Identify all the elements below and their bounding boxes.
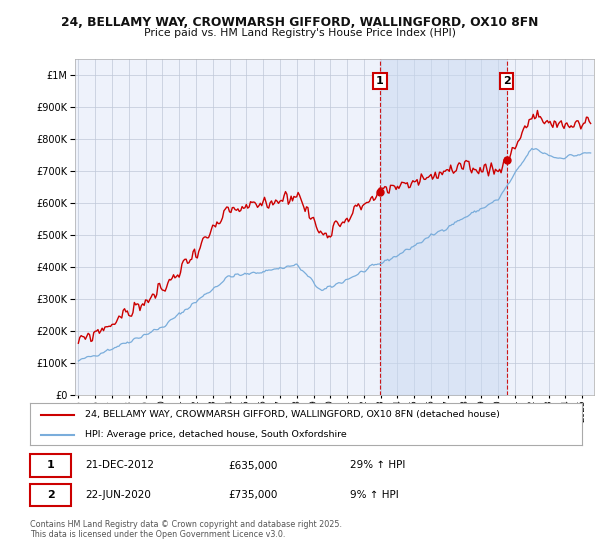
Text: 21-DEC-2012: 21-DEC-2012 xyxy=(85,460,154,470)
Text: 1: 1 xyxy=(376,76,384,86)
Text: Price paid vs. HM Land Registry's House Price Index (HPI): Price paid vs. HM Land Registry's House … xyxy=(144,28,456,38)
Text: £635,000: £635,000 xyxy=(229,460,278,470)
Text: 2: 2 xyxy=(503,76,511,86)
Text: 24, BELLAMY WAY, CROWMARSH GIFFORD, WALLINGFORD, OX10 8FN: 24, BELLAMY WAY, CROWMARSH GIFFORD, WALL… xyxy=(61,16,539,29)
Text: HPI: Average price, detached house, South Oxfordshire: HPI: Average price, detached house, Sout… xyxy=(85,430,347,439)
Text: £735,000: £735,000 xyxy=(229,490,278,500)
FancyBboxPatch shape xyxy=(30,484,71,506)
Text: 29% ↑ HPI: 29% ↑ HPI xyxy=(350,460,406,470)
Text: 24, BELLAMY WAY, CROWMARSH GIFFORD, WALLINGFORD, OX10 8FN (detached house): 24, BELLAMY WAY, CROWMARSH GIFFORD, WALL… xyxy=(85,410,500,419)
Text: Contains HM Land Registry data © Crown copyright and database right 2025.
This d: Contains HM Land Registry data © Crown c… xyxy=(30,520,342,539)
Text: 2: 2 xyxy=(47,490,55,500)
Text: 9% ↑ HPI: 9% ↑ HPI xyxy=(350,490,399,500)
FancyBboxPatch shape xyxy=(30,454,71,477)
Text: 1: 1 xyxy=(47,460,55,470)
Text: 22-JUN-2020: 22-JUN-2020 xyxy=(85,490,151,500)
